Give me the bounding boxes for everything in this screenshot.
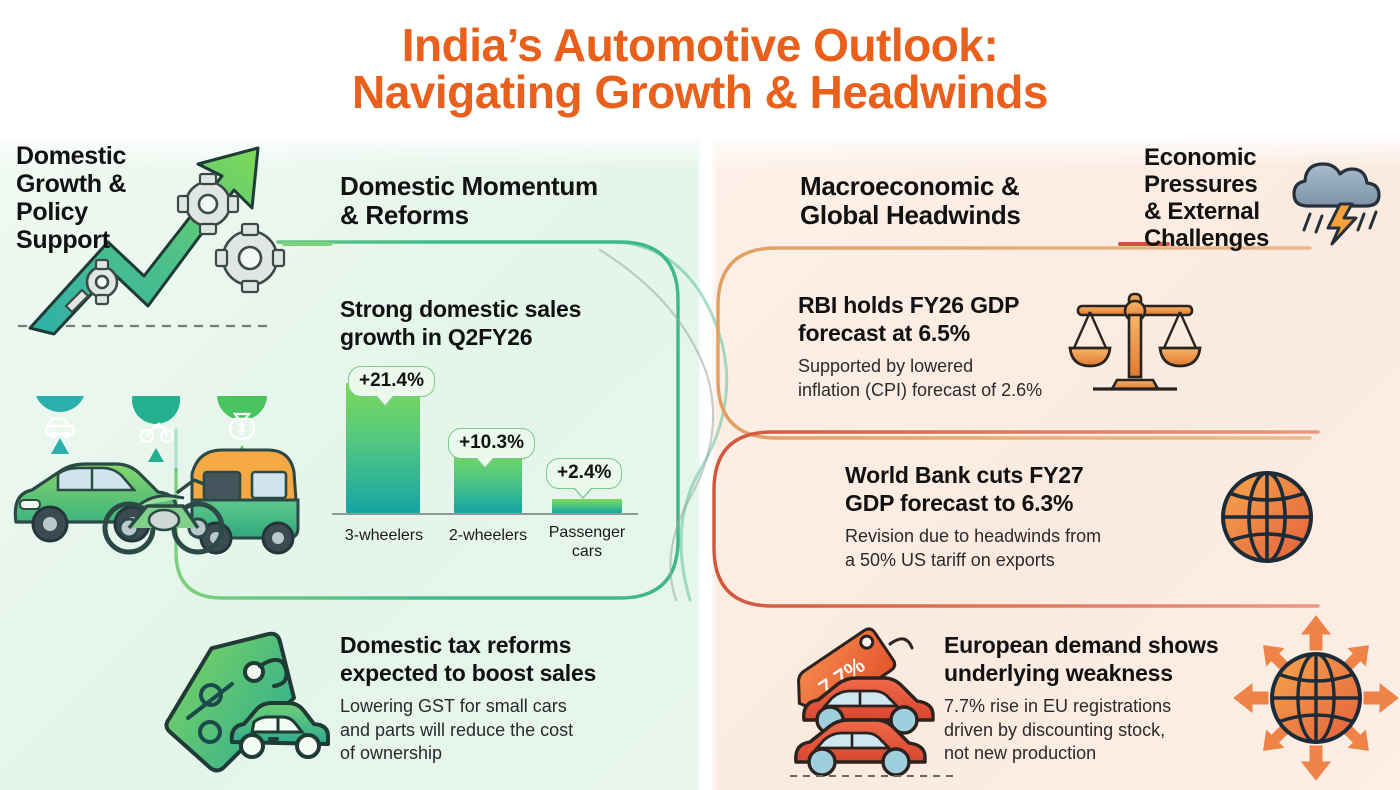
stacked-cars-icon: 7.7% bbox=[790, 627, 954, 777]
page-title: India’s Automotive Outlook: Navigating G… bbox=[0, 22, 1400, 116]
card-domestic-sales: Strong domestic sales growth in Q2FY26 bbox=[340, 296, 640, 351]
card-rbi-forecast-sub: Supported by lowered inflation (CPI) for… bbox=[798, 356, 1043, 400]
balance-scales-icon bbox=[1068, 292, 1202, 391]
card-tax-reforms-heading: Domestic tax reforms expected to boost s… bbox=[340, 632, 597, 686]
card-world-bank-forecast-sub: Revision due to headwinds from a 50% US … bbox=[845, 526, 1102, 570]
bar-label-0: +21.4% bbox=[348, 366, 435, 407]
globe-icon bbox=[1221, 471, 1313, 563]
panel-divider bbox=[696, 0, 718, 790]
card-world-bank-forecast: World Bank cuts FY27 GDP forecast to 6.3… bbox=[845, 462, 1155, 572]
storm-cloud-icon bbox=[1292, 162, 1381, 246]
bar-label-2: +2.4% bbox=[546, 458, 623, 499]
page-title-line1: India’s Automotive Outlook: bbox=[401, 19, 999, 71]
vehicles-illustration bbox=[13, 396, 300, 555]
car-pin-icon bbox=[36, 396, 84, 454]
bar-label-1: +10.3% bbox=[448, 428, 535, 469]
card-european-demand: European demand shows underlying weaknes… bbox=[944, 632, 1254, 765]
bar-tick-0: 3-wheelers bbox=[344, 526, 424, 544]
column-heading-left: Domestic Growth & Policy Support bbox=[16, 142, 127, 254]
card-european-demand-heading: European demand shows underlying weaknes… bbox=[944, 632, 1219, 686]
card-rbi-forecast-heading: RBI holds FY26 GDP forecast at 6.5% bbox=[798, 292, 1020, 346]
bar-tick-1: 2-wheelers bbox=[448, 526, 528, 544]
title-background bbox=[0, 0, 1400, 140]
globe-outward-arrows-icon bbox=[1233, 615, 1399, 781]
bar-column-2 bbox=[552, 499, 622, 513]
card-european-demand-sub: 7.7% rise in EU registrations driven by … bbox=[944, 696, 1172, 763]
money-bag-pin-icon bbox=[217, 396, 267, 460]
card-rbi-forecast: RBI holds FY26 GDP forecast at 6.5% Supp… bbox=[798, 292, 1073, 402]
column-heading-right: Macroeconomic & Global Headwinds bbox=[800, 171, 1021, 231]
price-tag-car-icon bbox=[164, 631, 330, 773]
bar-2 bbox=[552, 499, 622, 513]
card-world-bank-forecast-heading: World Bank cuts FY27 GDP forecast to 6.3… bbox=[845, 462, 1084, 516]
growth-arrow-icon bbox=[18, 146, 286, 336]
bar-tick-2: Passenger cars bbox=[548, 524, 626, 560]
chart-axis-line bbox=[332, 513, 638, 515]
column-heading-far-right: Economic Pressures & External Challenges bbox=[1144, 144, 1270, 252]
card-domestic-sales-heading: Strong domestic sales growth in Q2FY26 bbox=[340, 296, 582, 350]
page-title-line2: Navigating Growth & Headwinds bbox=[351, 65, 1049, 118]
card-tax-reforms-sub: Lowering GST for small cars and parts wi… bbox=[340, 696, 574, 763]
column-heading-center: Domestic Momentum & Reforms bbox=[340, 171, 598, 231]
motorcycle-pin-icon bbox=[132, 396, 181, 462]
card-tax-reforms: Domestic tax reforms expected to boost s… bbox=[340, 632, 640, 765]
sales-growth-bar-chart: +21.4% 3-wheelers +10.3% 2-wheelers +2.4… bbox=[332, 366, 642, 561]
